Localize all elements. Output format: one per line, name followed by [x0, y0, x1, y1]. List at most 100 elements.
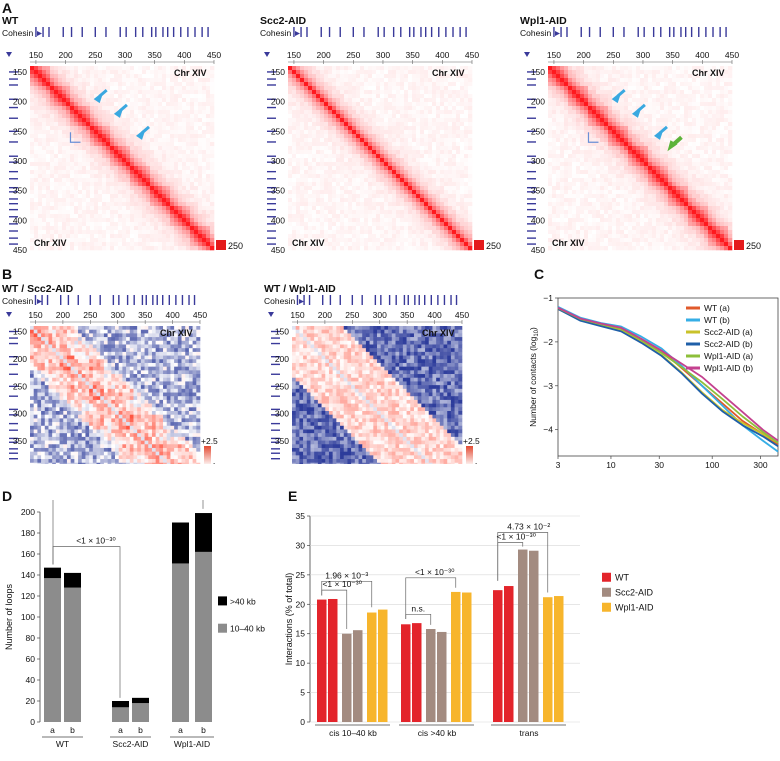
heatmap-cell: [170, 70, 175, 75]
heatmap-cell: [380, 118, 385, 123]
heatmap-cell: [166, 198, 171, 203]
heatmap-cell: [202, 110, 207, 115]
heatmap-cell: [58, 222, 63, 227]
heatmap-cell: [336, 86, 341, 91]
heatmap-cell: [388, 190, 393, 195]
heatmap-cell: [46, 98, 51, 103]
heatmap-cell: [118, 130, 123, 135]
heatmap-cell: [372, 150, 377, 155]
heatmap-cell: [352, 178, 357, 183]
heatmap-cell: [206, 162, 211, 167]
heatmap-cell: [190, 106, 195, 111]
heatmap-cell: [292, 166, 297, 171]
heatmap-cell: [720, 82, 725, 87]
heatmap-cell: [320, 106, 325, 111]
heatmap-cell: [320, 246, 325, 251]
heatmap-cell: [652, 78, 657, 83]
heatmap-cell: [332, 178, 337, 183]
heatmap-cell: [174, 186, 179, 191]
heatmap-cell: [288, 166, 293, 171]
heatmap-cell: [186, 130, 191, 135]
heatmap-cell: [464, 158, 469, 163]
heatmap-cell: [464, 118, 469, 123]
heatmap-cell: [412, 66, 417, 71]
heatmap-cell: [624, 82, 629, 87]
heatmap-cell: [432, 142, 437, 147]
heatmap-cell: [46, 186, 51, 191]
heatmap-cell: [118, 178, 123, 183]
heatmap-cell: [122, 222, 127, 227]
heatmap-cell: [620, 102, 625, 107]
heatmap-cell: [134, 134, 139, 139]
heatmap-cell: [316, 190, 321, 195]
heatmap-cell: [344, 226, 349, 231]
heatmap-cell: [424, 82, 429, 87]
heatmap-cell: [320, 222, 325, 227]
heatmap-cell: [628, 74, 633, 79]
heatmap-cell: [46, 206, 51, 211]
heatmap-cell: [198, 98, 203, 103]
heatmap-cell: [130, 138, 135, 143]
heatmap-cell: [210, 242, 215, 247]
heatmap-cell: [42, 146, 47, 151]
heatmap-cell: [82, 114, 87, 119]
heatmap-cell: [198, 206, 203, 211]
heatmap-cell: [50, 138, 55, 143]
heatmap-cell: [604, 106, 609, 111]
heatmap-cell: [122, 246, 127, 251]
heatmap-cell: [296, 146, 301, 151]
heatmap-cell: [162, 174, 167, 179]
heatmap-cell: [304, 98, 309, 103]
heatmap-cell: [412, 82, 417, 87]
heatmap-cell: [170, 90, 175, 95]
heatmap-cell: [178, 206, 183, 211]
heatmap-cell: [384, 202, 389, 207]
heatmap-cell: [364, 74, 369, 79]
heatmap-cell: [300, 234, 305, 239]
heatmap-cell: [416, 122, 421, 127]
heatmap-cell: [680, 102, 685, 107]
heatmap-cell: [70, 242, 75, 247]
heatmap-cell: [66, 106, 71, 111]
heatmap-cell: [182, 130, 187, 135]
heatmap-cell: [452, 218, 457, 223]
heatmap-cell: [728, 82, 733, 87]
heatmap-cell: [308, 178, 313, 183]
heatmap-cell: [70, 194, 75, 199]
heatmap-cell: [720, 98, 725, 103]
heatmap-cell: [400, 142, 405, 147]
heatmap-cell: [46, 162, 51, 167]
heatmap-cell: [728, 70, 733, 75]
heatmap-cell: [612, 78, 617, 83]
heatmap-cell: [198, 174, 203, 179]
heatmap-cell: [194, 134, 199, 139]
heatmap-cell: [312, 94, 317, 99]
heatmap-cell: [568, 102, 573, 107]
heatmap-cell: [384, 242, 389, 247]
heatmap-cell: [400, 214, 405, 219]
heatmap-cell: [42, 118, 47, 123]
heatmap-cell: [572, 86, 577, 91]
heatmap-cell: [464, 242, 469, 247]
heatmap-cell: [186, 154, 191, 159]
heatmap-cell: [292, 74, 297, 79]
heatmap-cell: [396, 202, 401, 207]
heatmap-cell: [38, 146, 43, 151]
heatmap-cell: [58, 190, 63, 195]
heatmap-cell: [62, 146, 67, 151]
heatmap-cell: [118, 74, 123, 79]
heatmap-cell: [74, 238, 79, 243]
heatmap-cell: [448, 246, 453, 251]
heatmap-cell: [202, 150, 207, 155]
heatmap-cell: [628, 70, 633, 75]
heatmap-cell: [70, 166, 75, 171]
heatmap-cell: [158, 114, 163, 119]
heatmap-cell: [110, 162, 115, 167]
heatmap-cell: [388, 170, 393, 175]
heatmap-cell: [412, 242, 417, 247]
heatmap-cell: [648, 66, 653, 71]
heatmap-cell: [316, 166, 321, 171]
heatmap-cell: [452, 110, 457, 115]
heatmap-cell: [58, 86, 63, 91]
heatmap-cell: [206, 226, 211, 231]
